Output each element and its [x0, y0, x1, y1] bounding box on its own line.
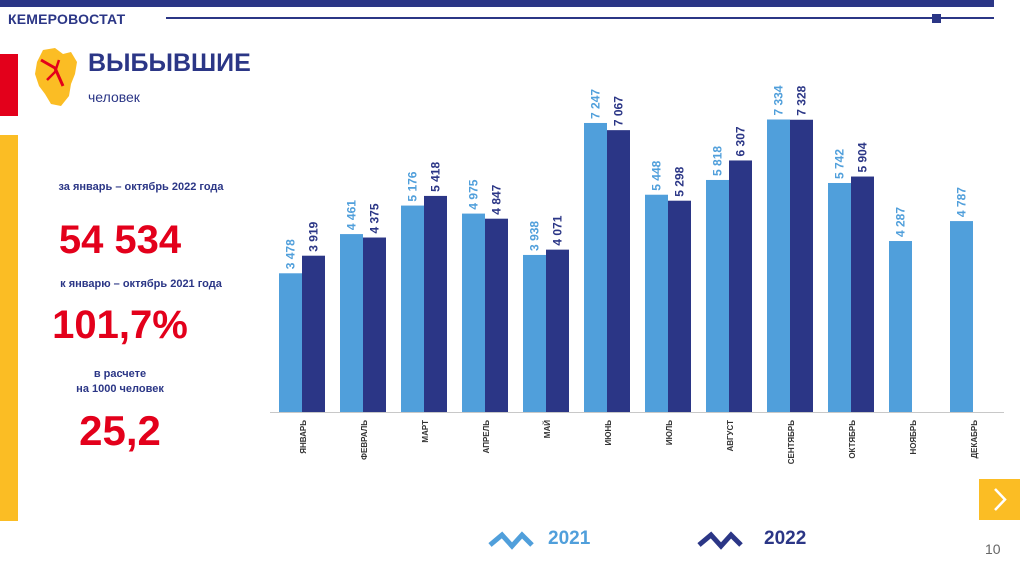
red-accent-strip	[0, 54, 18, 116]
yellow-accent-strip	[0, 135, 18, 521]
category-label-1: ЯНВАРЬ	[299, 420, 308, 454]
data-label-2022-10: 5 904	[856, 142, 870, 172]
data-label-2021-8: 5 818	[711, 146, 725, 176]
per1000-label-line1: в расчете	[93, 368, 147, 380]
data-label-2022-9: 7 328	[795, 85, 809, 115]
data-label-2021-12: 4 787	[955, 187, 969, 217]
top-bar	[0, 0, 994, 7]
category-label-2: ФЕВРАЛЬ	[360, 420, 369, 460]
legend-icon-2022	[697, 531, 743, 550]
data-label-2021-2: 4 461	[345, 200, 359, 230]
region-map-icon	[35, 48, 77, 106]
bar-2021-6	[584, 122, 607, 412]
data-label-2021-9: 7 334	[772, 85, 786, 115]
category-label-11: НОЯБРЬ	[909, 420, 918, 455]
chevron-right-icon	[994, 488, 1007, 511]
bar-2022-1	[302, 255, 325, 412]
category-label-6: ИЮНЬ	[604, 420, 613, 446]
percent-value: 101,7%	[52, 303, 188, 347]
data-label-2021-11: 4 287	[894, 207, 908, 237]
bar-2022-6	[607, 130, 630, 412]
page-subtitle: человек	[88, 89, 140, 105]
period-label: за январь – октябрь 2022 года	[58, 181, 224, 193]
bar-2021-9	[767, 119, 790, 413]
bar-2021-3	[401, 205, 424, 412]
category-label-10: ОКТЯБРЬ	[848, 420, 857, 459]
bar-2022-4	[485, 218, 508, 412]
bar-2022-3	[424, 195, 447, 412]
page-number: 10	[985, 541, 1001, 557]
data-label-2022-3: 5 418	[429, 162, 443, 192]
data-label-2021-1: 3 478	[284, 239, 298, 269]
bar-2021-5	[523, 254, 546, 412]
data-label-2022-1: 3 919	[307, 221, 321, 251]
data-label-2022-7: 5 298	[673, 166, 687, 196]
data-label-2022-8: 6 307	[734, 126, 748, 156]
header-divider-marker	[932, 14, 941, 23]
brand-name: КЕМЕРОВОСТАТ	[8, 11, 126, 27]
bar-2021-11	[889, 241, 912, 412]
next-slide-button[interactable]	[979, 479, 1020, 520]
data-label-2022-2: 4 375	[368, 203, 382, 233]
header-divider	[166, 17, 994, 19]
data-label-2021-6: 7 247	[589, 89, 603, 119]
data-label-2022-5: 4 071	[551, 215, 565, 245]
category-label-5: МАЙ	[543, 420, 552, 438]
category-label-4: АПРЕЛЬ	[482, 420, 491, 454]
data-label-2022-4: 4 847	[490, 184, 504, 214]
category-label-8: АВГУСТ	[726, 420, 735, 452]
bar-2021-7	[645, 194, 668, 412]
per1000-label-line2: на 1000 человек	[76, 383, 164, 395]
category-label-3: МАРТ	[421, 420, 430, 443]
legend-label-2022: 2022	[764, 528, 806, 549]
data-label-2022-6: 7 067	[612, 96, 626, 126]
bar-2021-4	[462, 213, 485, 412]
compare-label: к январю – октябрь 2021 года	[60, 278, 222, 290]
bar-2021-8	[706, 179, 729, 412]
bar-2021-2	[340, 234, 363, 412]
bar-2022-7	[668, 200, 691, 412]
page-title: ВЫБЫВШИЕ	[88, 49, 251, 77]
data-label-2021-4: 4 975	[467, 179, 481, 209]
total-value: 54 534	[58, 218, 182, 262]
category-label-7: ИЮЛЬ	[665, 420, 674, 445]
data-label-2021-10: 5 742	[833, 149, 847, 179]
legend-label-2021: 2021	[548, 528, 591, 549]
per1000-value: 25,2	[79, 407, 161, 454]
per1000-label: в расчете на 1000 человек	[25, 367, 215, 397]
bar-2021-10	[828, 182, 851, 412]
bar-2022-2	[363, 237, 386, 412]
data-label-2021-7: 5 448	[650, 160, 664, 190]
data-label-2021-5: 3 938	[528, 221, 542, 251]
bar-2022-9	[790, 119, 813, 412]
category-label-12: ДЕКАБРЬ	[970, 420, 979, 459]
bar-2021-1	[279, 273, 302, 412]
bar-2022-5	[546, 249, 569, 412]
data-label-2021-3: 5 176	[406, 171, 420, 201]
bar-2022-8	[729, 160, 752, 412]
legend-icon-2021	[488, 531, 534, 550]
bar-2022-10	[851, 176, 874, 412]
bar-2021-12	[950, 221, 973, 412]
category-label-9: СЕНТЯБРЬ	[787, 420, 796, 465]
